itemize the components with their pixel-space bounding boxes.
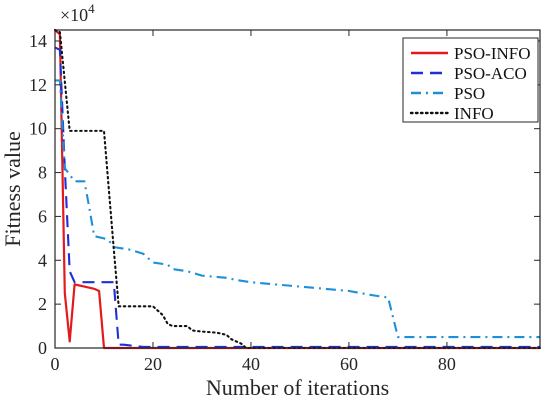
y-multiplier-base: ×10 — [60, 5, 88, 25]
plot-frame — [54, 29, 541, 349]
y-axis-label: Fitness value — [0, 131, 25, 247]
x-tick-label: 80 — [438, 354, 456, 374]
series-line-pso — [55, 79, 540, 339]
legend-label-pso: PSO — [454, 84, 485, 103]
x-tick-label: 60 — [340, 354, 358, 374]
legend-label-pso-aco: PSO-ACO — [454, 64, 527, 83]
y-tick-label: 8 — [38, 163, 47, 183]
y-tick-label: 4 — [38, 250, 47, 270]
legend-label-info: INFO — [454, 104, 494, 123]
y-multiplier-label: ×104 — [60, 1, 95, 25]
y-tick-label: 12 — [29, 75, 47, 95]
y-tick-label: 6 — [38, 206, 47, 226]
y-tick-label: 14 — [29, 31, 47, 51]
x-tick-label: 40 — [242, 354, 260, 374]
series-line-pso-info — [54, 29, 540, 350]
y-tick-label: 2 — [38, 294, 47, 314]
legend-label-pso-info: PSO-INFO — [454, 44, 531, 63]
y-multiplier-power: 4 — [88, 1, 95, 16]
x-tick-label: 0 — [51, 354, 60, 374]
y-tick-label: 10 — [29, 119, 47, 139]
x-axis-label: Number of iterations — [206, 375, 389, 400]
series-line-info — [53, 28, 542, 350]
y-tick-label: 0 — [38, 338, 47, 358]
axis-layer: 0 20 40 60 80 0 2 4 6 8 10 12 14 Number of iterations… — [0, 1, 541, 400]
x-tick-label: 20 — [144, 354, 162, 374]
